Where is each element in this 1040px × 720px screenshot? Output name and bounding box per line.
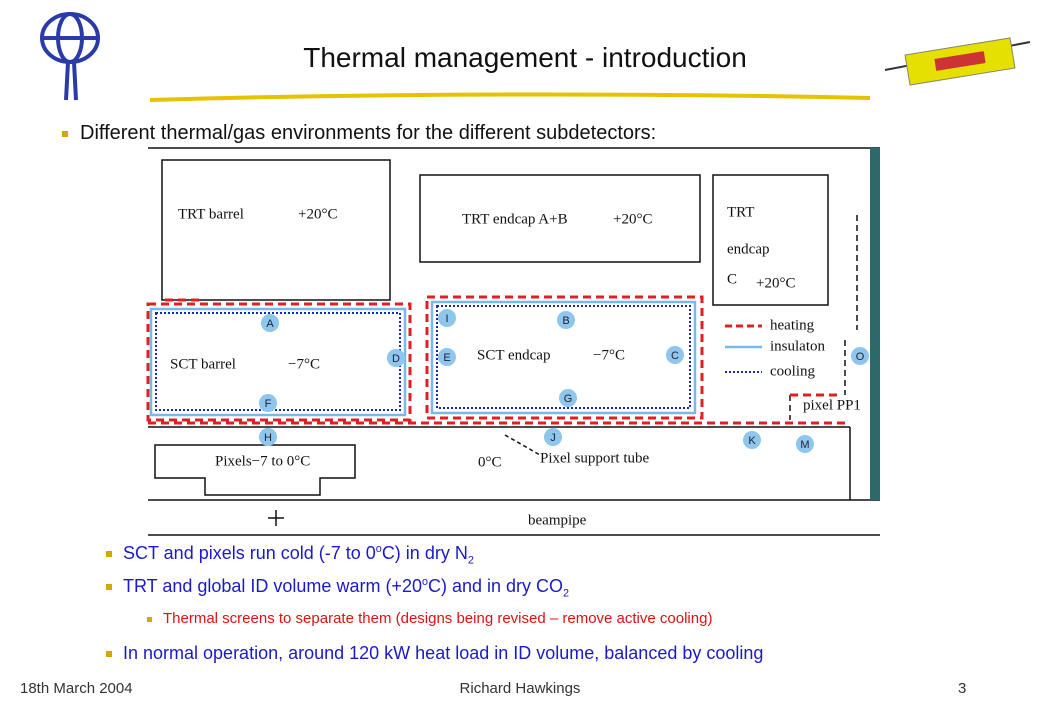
footer-date: 18th March 2004: [20, 680, 133, 697]
point-labels: A D F H I B E C G J K M O: [259, 309, 869, 453]
bullet-marker: [106, 651, 112, 657]
text: o: [421, 576, 428, 588]
point-label: B: [562, 315, 569, 327]
point-label: D: [392, 353, 400, 365]
text: 2: [563, 587, 570, 600]
text: 2: [467, 554, 474, 567]
temp-label: +20°C: [756, 275, 795, 291]
sub-bullet: SCT and pixels run cold (-7 to 0oC) in d…: [123, 543, 474, 567]
sub-sub-bullet: Thermal screens to separate them (design…: [163, 610, 713, 627]
point-label: O: [856, 351, 865, 363]
box-label: Pixels−7 to 0°C: [215, 453, 310, 469]
text: TRT and global ID volume warm (+20: [123, 576, 422, 596]
point-marker: [743, 431, 761, 449]
box-label: TRT barrel: [178, 206, 244, 222]
bullet-marker: [147, 617, 152, 622]
point-marker: [559, 389, 577, 407]
box-label: endcap: [727, 241, 769, 257]
point-marker: [387, 349, 405, 367]
sub-bullet: In normal operation, around 120 kW heat …: [123, 643, 764, 663]
point-label: M: [800, 439, 809, 451]
point-label: F: [265, 398, 272, 410]
point-label: I: [445, 313, 448, 325]
detector-icon: [884, 37, 1031, 86]
point-label: H: [264, 432, 272, 444]
sub-bullet: TRT and global ID volume warm (+20oC) an…: [123, 576, 569, 600]
pp1-wall: [870, 148, 880, 500]
temp-label: −7°C: [288, 356, 320, 372]
bullet-text: Different thermal/gas environments for t…: [80, 122, 657, 144]
point-marker: [438, 348, 456, 366]
legend-label: heating: [770, 317, 815, 333]
text: C) in dry N: [381, 543, 468, 563]
title-underline: [149, 92, 871, 102]
bullet-marker: [106, 551, 112, 557]
point-label: J: [550, 432, 556, 444]
bullet-marker: [106, 584, 112, 590]
point-marker: [261, 314, 279, 332]
point-marker: [557, 311, 575, 329]
bullet-marker: [62, 131, 68, 137]
box-label: SCT barrel: [170, 356, 236, 372]
point-marker: [796, 435, 814, 453]
box-label: Pixel support tube: [540, 450, 650, 466]
temp-label: +20°C: [298, 206, 337, 222]
text: C) and in dry CO: [427, 576, 564, 596]
legend-label: insulaton: [770, 338, 825, 354]
box-label: SCT endcap: [477, 347, 550, 363]
point-label: K: [748, 435, 756, 447]
box-label: TRT endcap A+B: [462, 211, 568, 227]
slide-title: Thermal management - introduction: [303, 42, 747, 73]
point-label: A: [266, 318, 274, 330]
diagram: heating insulaton cooling TRT barrel +20…: [146, 147, 880, 536]
box-label: TRT: [727, 204, 754, 220]
footer-author: Richard Hawkings: [459, 680, 581, 697]
point-marker: [259, 428, 277, 446]
text: o: [375, 543, 382, 555]
box-label: C: [727, 271, 737, 287]
text: SCT and pixels run cold (-7 to 0: [123, 543, 376, 563]
temp-label: +20°C: [613, 211, 652, 227]
temp-label: 0°C: [478, 454, 502, 470]
box-label: beampipe: [528, 512, 587, 528]
point-label: E: [443, 352, 450, 364]
box-label: pixel PP1: [803, 397, 861, 413]
point-marker: [544, 428, 562, 446]
footer-page: 3: [958, 680, 967, 697]
point-label: G: [564, 393, 573, 405]
point-label: C: [671, 350, 679, 362]
point-marker: [851, 347, 869, 365]
point-marker: [259, 394, 277, 412]
legend-label: cooling: [770, 363, 815, 379]
temp-label: −7°C: [593, 347, 625, 363]
point-marker: [666, 346, 684, 364]
logo: [40, 12, 100, 101]
point-marker: [438, 309, 456, 327]
